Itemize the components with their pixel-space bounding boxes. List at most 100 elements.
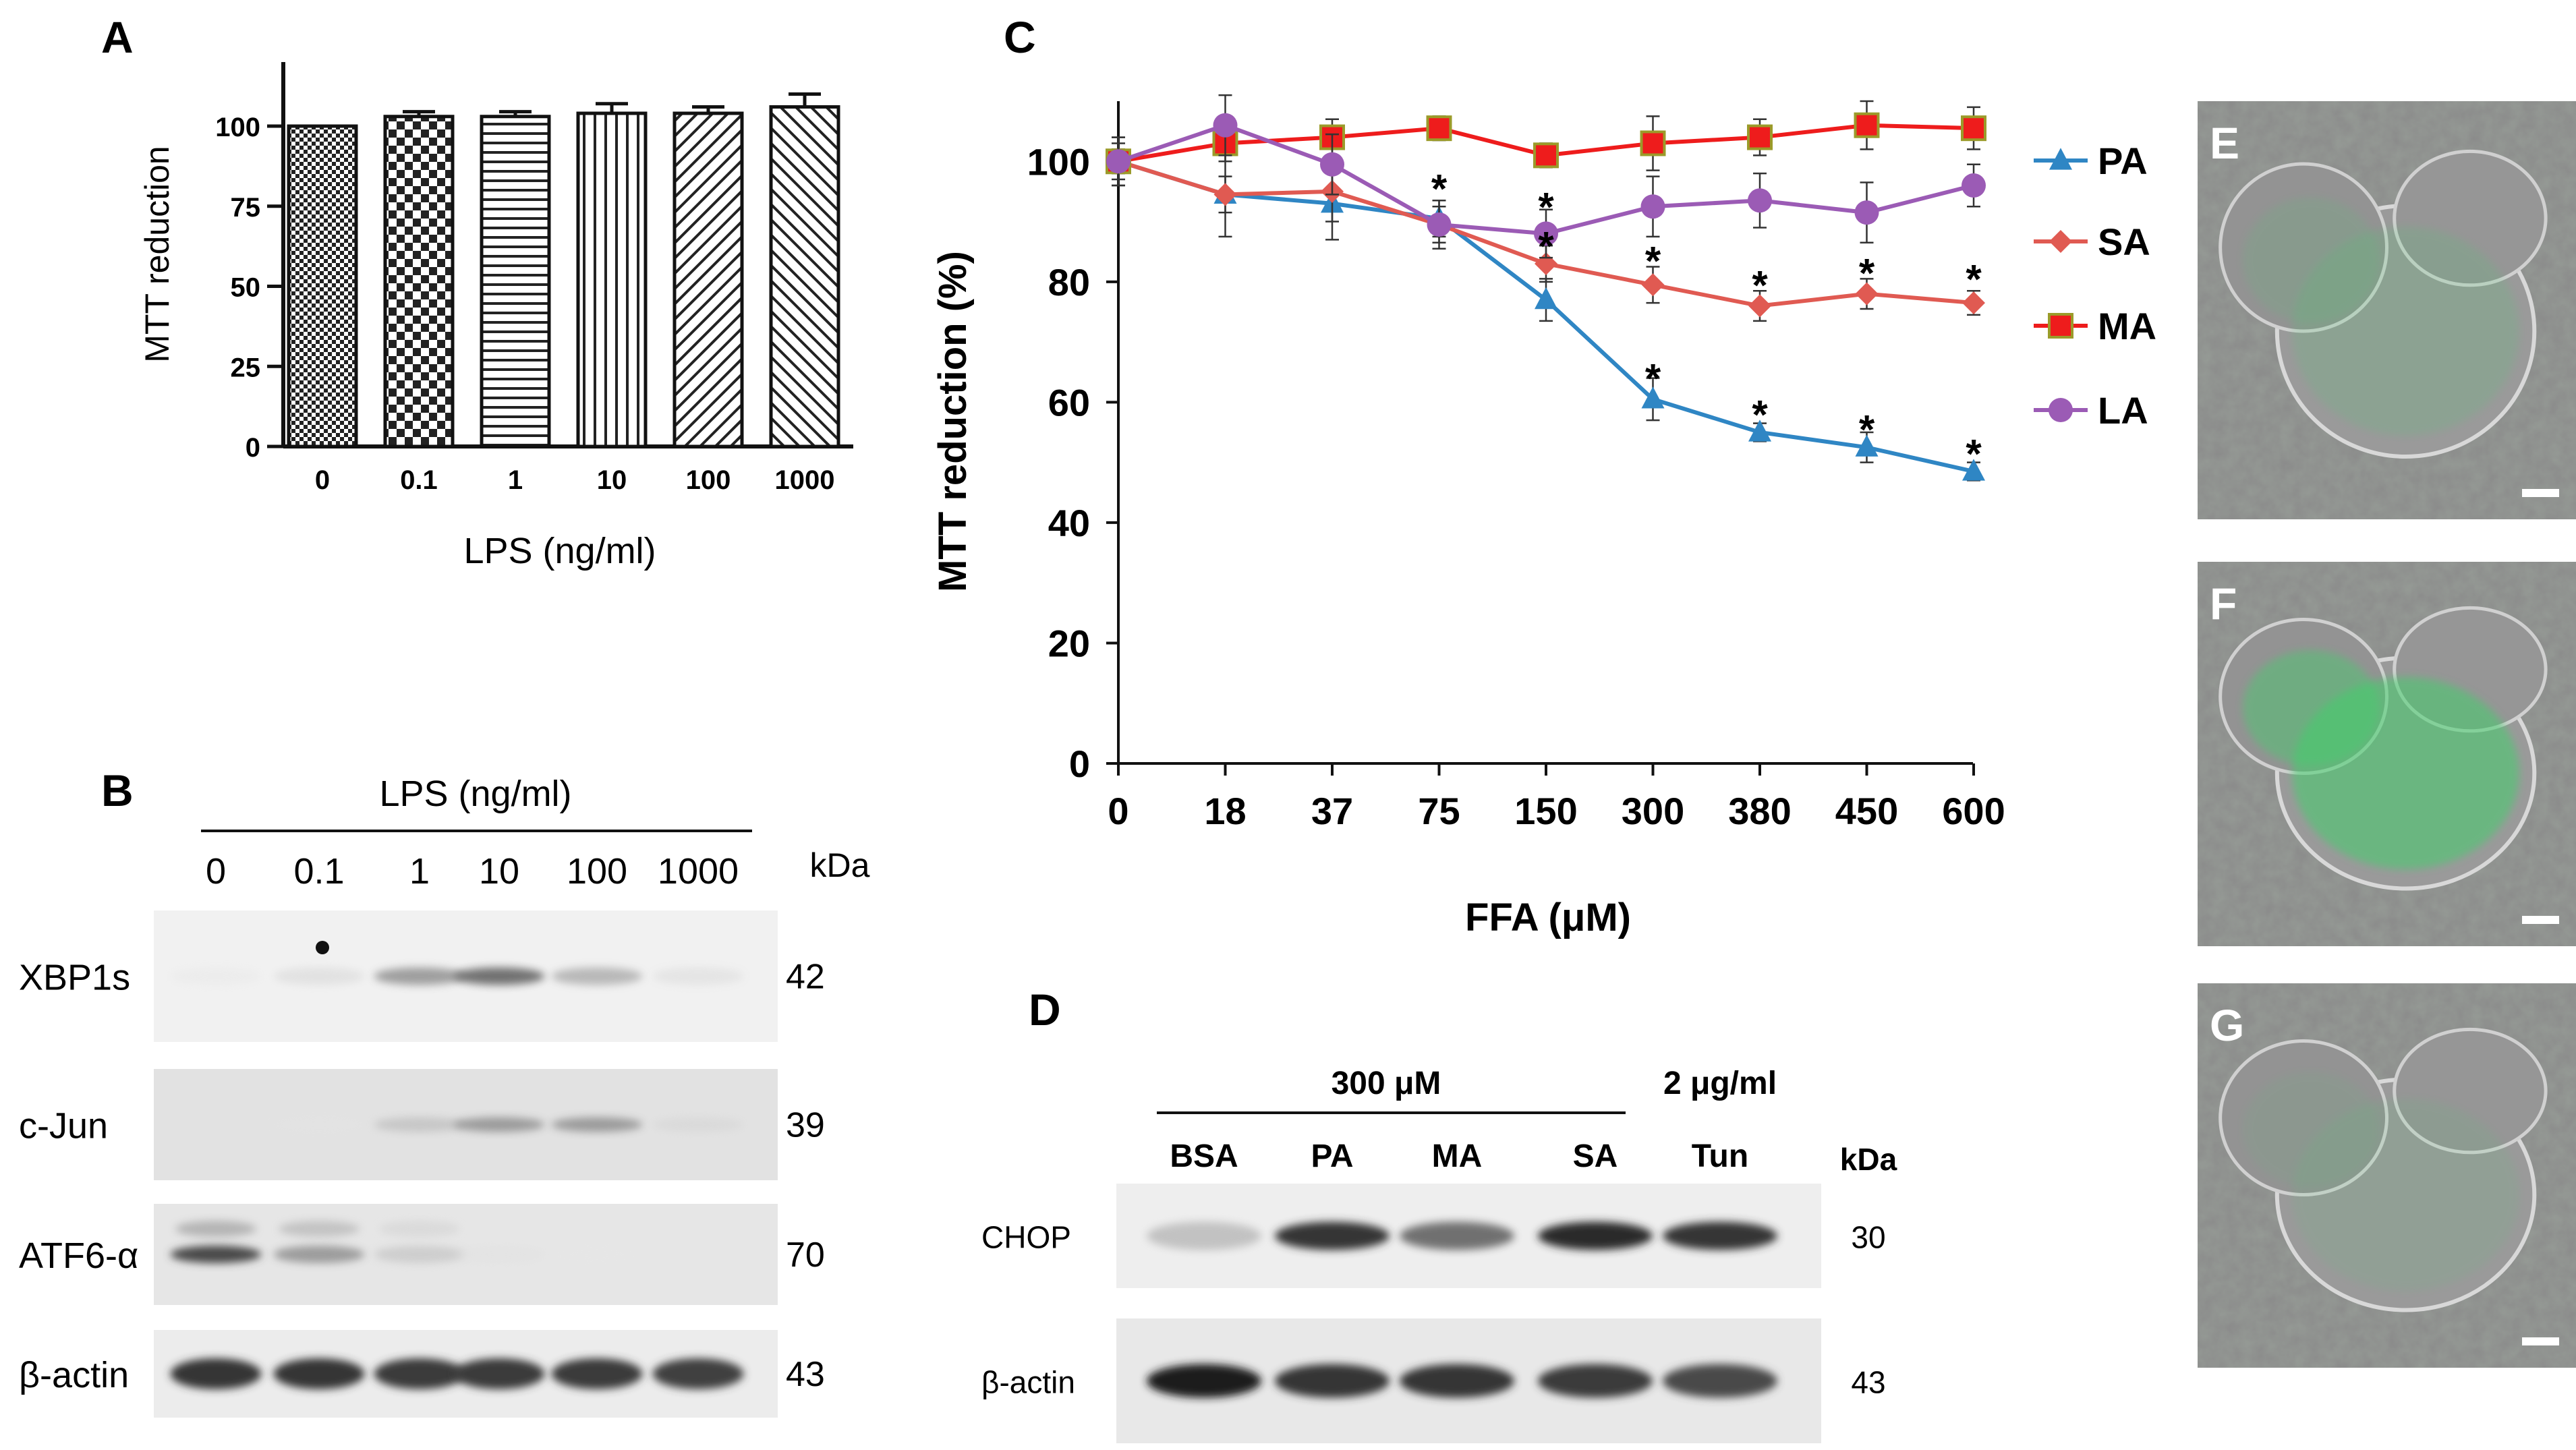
c-significance-star: * [1645, 356, 1661, 401]
b-row-kda: 43 [786, 1355, 825, 1394]
d-row-1-band [1275, 1364, 1390, 1398]
b-row-0-band [273, 967, 365, 985]
a-bar [287, 124, 358, 448]
b-row-3-band [453, 1358, 545, 1389]
d-row-1-band [1147, 1364, 1261, 1398]
c-point-PA [1641, 386, 1665, 409]
panel-b: B LPS (ng/ml) 0 0.1 1 10 100 1000 kDa XBP1s 42… [19, 765, 870, 1418]
b-row-1-band [551, 1117, 643, 1132]
d-row-name: CHOP [981, 1220, 1071, 1255]
b-row-0-band [652, 967, 744, 985]
b-row-2-band [551, 1246, 643, 1263]
c-point-LA [1640, 194, 1665, 219]
d-blots: CHOP 30 β-actin 43 [981, 1184, 1886, 1443]
b-row-2-band [170, 1246, 262, 1263]
a-x-tick-label: 1 [508, 465, 523, 495]
c-point-LA [1962, 173, 1986, 198]
c-x-tick-label: 300 [1622, 790, 1684, 832]
d-lane-labels: BSA PA MA SA Tun [1170, 1138, 1748, 1174]
c-y-tick-label: 100 [1027, 140, 1090, 183]
c-significance-star: * [1538, 184, 1554, 229]
b-row-2-upper-band [279, 1221, 360, 1237]
c-x-tick-label: 18 [1204, 790, 1246, 832]
d-unit: kDa [1840, 1142, 1897, 1177]
c-y-tick-label: 80 [1048, 261, 1090, 303]
panel-c-label: C [1004, 12, 1036, 62]
c-legend-label: PA [2098, 140, 2148, 182]
c-point-MA [1747, 124, 1773, 150]
d-row-1-band [1400, 1364, 1514, 1398]
d-row-0-band [1663, 1221, 1777, 1250]
b-lane-label: 0 [206, 851, 226, 892]
c-series-SA [1107, 136, 1985, 322]
c-y-tick-label: 0 [1069, 743, 1090, 785]
b-blots: XBP1s 42 c-Jun 39 ATF6-α 70 β-actin 43 [19, 910, 825, 1418]
b-lane-labels: 0 0.1 1 10 100 1000 [206, 851, 739, 892]
c-point-SA [1962, 291, 1985, 315]
c-point-SA [1855, 282, 1879, 306]
d-row-0-band [1275, 1221, 1390, 1250]
panel-a: A 0 25 50 75 100 0 0.1 1 10 100 1000 MTT reductio… [101, 12, 853, 571]
c-legend-marker [2049, 148, 2072, 170]
b-row-1-band [374, 1117, 465, 1132]
scale-bar [2522, 1337, 2559, 1345]
panel-g-label: G [2210, 1000, 2244, 1050]
c-point-LA [1748, 188, 1772, 213]
c-legend-marker [2049, 398, 2073, 422]
b-row-2-band [453, 1246, 545, 1263]
b-row-name: c-Jun [19, 1106, 108, 1147]
c-significance-star: * [1859, 407, 1875, 453]
a-x-label: LPS (ng/ml) [463, 531, 656, 571]
d-row-kda: 43 [1851, 1365, 1885, 1400]
c-significance-star: * [1645, 239, 1661, 284]
panel-f-label: F [2210, 579, 2237, 629]
b-row-1-band [652, 1117, 744, 1132]
c-point-LA [1534, 221, 1558, 246]
c-point-PA [1748, 419, 1771, 442]
d-row-1-band [1538, 1364, 1653, 1398]
c-point-LA [1320, 152, 1344, 177]
b-dust-speck [316, 941, 329, 954]
b-row-2-band [273, 1246, 365, 1263]
d-lane-label: BSA [1170, 1138, 1238, 1174]
scale-bar [2522, 916, 2559, 924]
c-significance-star: * [1966, 256, 1982, 301]
c-point-LA [1854, 200, 1879, 225]
c-point-MA [1961, 115, 1986, 142]
a-y-tick-label: 25 [231, 353, 261, 382]
d-row-1-band [1663, 1364, 1777, 1398]
micrograph-g: G [2198, 983, 2576, 1368]
c-y-tick-label: 60 [1048, 381, 1090, 424]
c-point-PA [1855, 434, 1879, 457]
d-row-0-band [1400, 1221, 1514, 1250]
c-point-MA [1640, 130, 1666, 156]
a-x-tick-label: 0 [315, 465, 330, 495]
d-row-0-band [1538, 1221, 1653, 1250]
c-legend: PA SA MA LA [2034, 140, 2156, 432]
b-row-0-band [453, 967, 545, 985]
b-row-1-band [453, 1117, 545, 1132]
d-group2: 2 μg/ml [1663, 1066, 1777, 1101]
c-legend-label: MA [2098, 305, 2156, 347]
c-x-label: FFA (μM) [1465, 896, 1631, 939]
c-point-MA [1854, 112, 1880, 138]
c-significance-star: * [1966, 431, 1982, 476]
b-lane-label: 10 [479, 851, 519, 892]
c-point-SA [1748, 294, 1771, 318]
c-point-MA [1533, 142, 1559, 169]
c-point-SA [1213, 183, 1237, 206]
c-point-PA [1962, 459, 1985, 481]
d-group1: 300 μM [1332, 1066, 1441, 1101]
b-row-kda: 42 [786, 958, 825, 997]
micrograph-f: F [2198, 562, 2576, 946]
c-x-tick-label: 37 [1311, 790, 1353, 832]
micrograph-panels: E F G [2198, 101, 2576, 1368]
a-x-tick-label: 0.1 [400, 465, 438, 495]
b-row-0-band [170, 967, 262, 985]
micrograph-fluorescence [2243, 1072, 2380, 1188]
c-point-LA [1213, 113, 1238, 138]
a-bar [672, 111, 744, 448]
c-legend-label: SA [2098, 221, 2150, 263]
b-lane-label: 100 [567, 851, 627, 892]
